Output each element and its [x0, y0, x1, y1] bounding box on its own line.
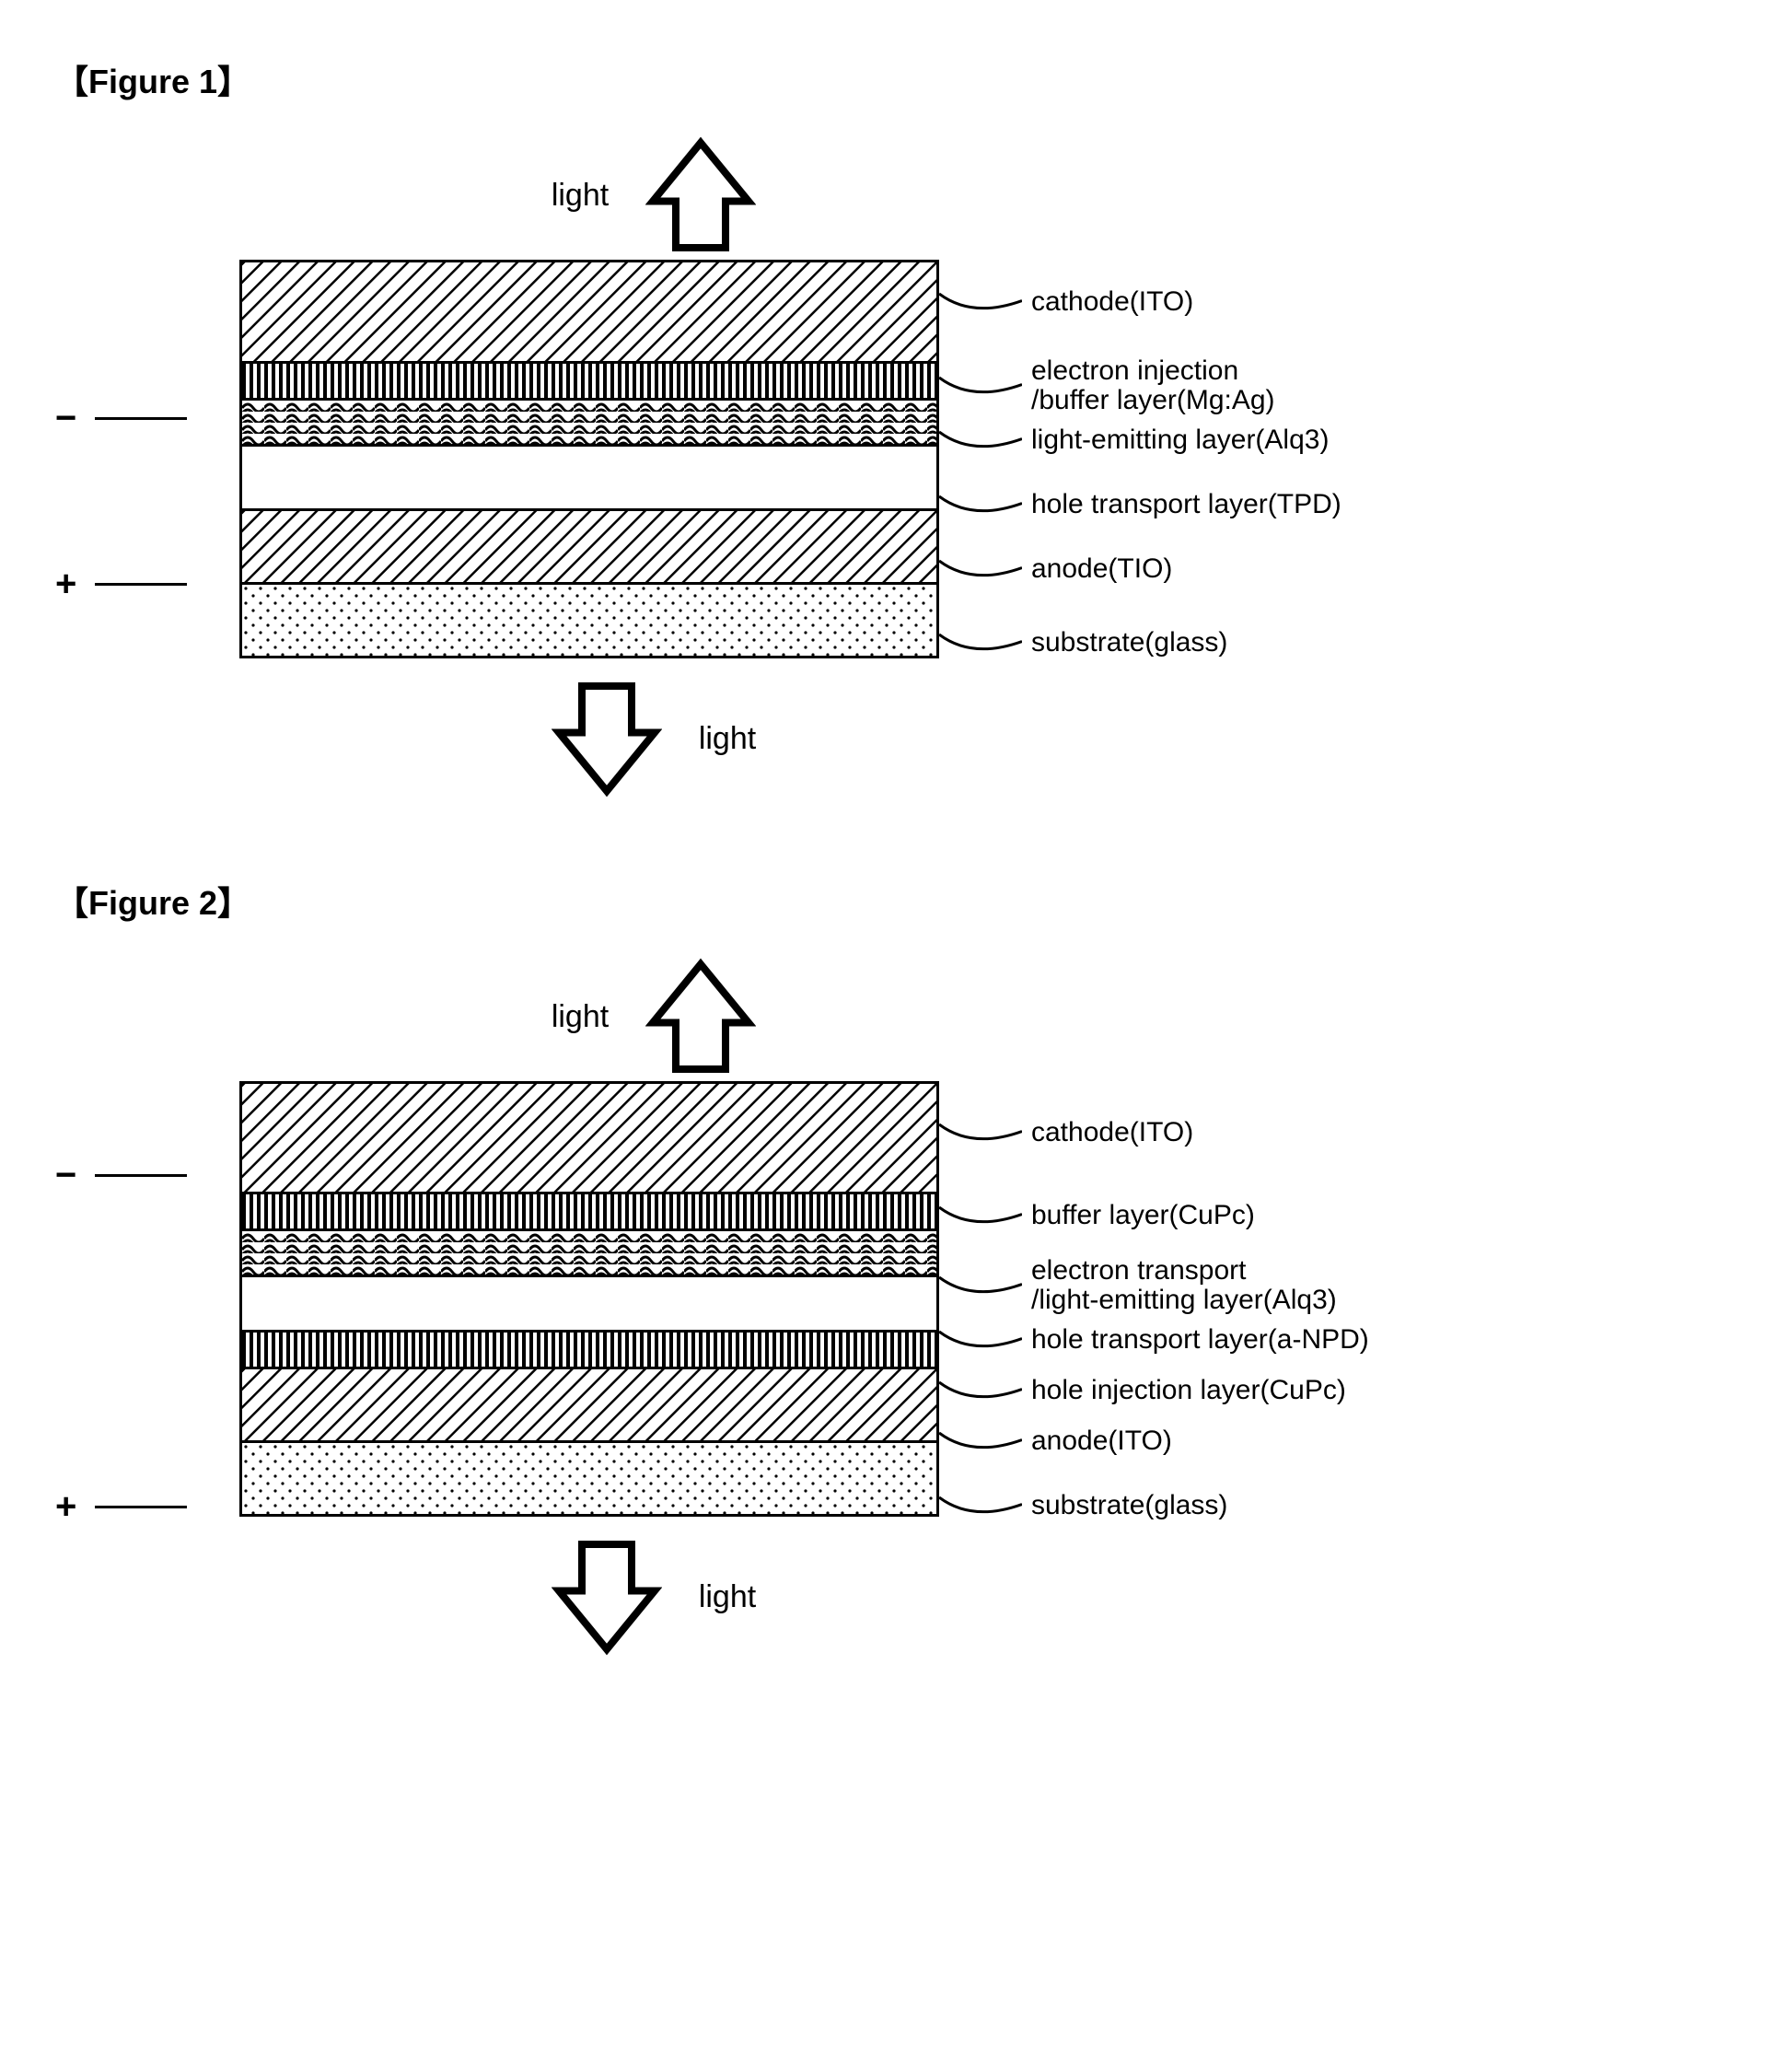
pattern-diag: [242, 1084, 936, 1192]
layer-4: [242, 1333, 936, 1369]
layer-4: [242, 511, 936, 585]
layer-label-3: hole transport layer(TPD): [939, 490, 1341, 519]
light-label-bottom: light: [699, 1579, 756, 1615]
bottom-arrow-row: light: [239, 674, 1068, 803]
layer-label-2: light-emitting layer(Alq3): [939, 425, 1329, 455]
labels-column: cathode(ITO) buffer layer(CuPc) electron t…: [939, 1081, 1676, 1532]
arrow-up-icon: [645, 957, 756, 1077]
polarity-column: −+: [55, 260, 239, 674]
lead-line: [95, 1174, 187, 1177]
minus-symbol: −: [55, 1155, 76, 1196]
layer-5: [242, 585, 936, 658]
label-text: hole injection layer(CuPc): [1031, 1376, 1346, 1405]
polarity-minus: −: [55, 398, 187, 439]
light-label-bottom: light: [699, 721, 756, 757]
layer-2: [242, 401, 936, 447]
layer-label-5: substrate(glass): [939, 628, 1227, 658]
layer-label-3: hole transport layer(a-NPD): [939, 1325, 1369, 1355]
plus-symbol: +: [55, 564, 76, 605]
label-line: /buffer layer(Mg:Ag): [1031, 386, 1275, 415]
layer-label-6: substrate(glass): [939, 1491, 1227, 1520]
lead-line: [95, 583, 187, 586]
top-arrow-row: light: [239, 952, 1068, 1081]
layer-label-5: anode(ITO): [939, 1426, 1172, 1456]
lead-line: [95, 1506, 187, 1508]
layer-0: [242, 262, 936, 364]
stack-row: −+cathode(ITO)electron injection/buffer …: [55, 260, 1713, 674]
layer-label-4: anode(TIO): [939, 554, 1172, 584]
label-text: electron injection/buffer layer(Mg:Ag): [1031, 356, 1275, 414]
layer-1: [242, 1194, 936, 1231]
pattern-vstripe: [242, 1333, 936, 1367]
top-arrow-row: light: [239, 131, 1068, 260]
stack-row: −+cathode(ITO)buffer layer(CuPc)electron…: [55, 1081, 1713, 1532]
label-text: anode(TIO): [1031, 554, 1172, 584]
polarity-plus: +: [55, 564, 187, 605]
labels-column: cathode(ITO) electron injection/buffer la…: [939, 260, 1676, 674]
figure-title: 【Figure 2】: [55, 877, 1713, 925]
layer-label-1: electron injection/buffer layer(Mg:Ag): [939, 356, 1275, 414]
layer-label-0: cathode(ITO): [939, 287, 1193, 317]
pattern-vstripe: [242, 1194, 936, 1228]
pattern-vstripe: [242, 364, 936, 398]
pattern-diag: [242, 262, 936, 361]
label-text: cathode(ITO): [1031, 1118, 1193, 1147]
layer-6: [242, 1443, 936, 1517]
polarity-plus: +: [55, 1486, 187, 1528]
label-line: /light-emitting layer(Alq3): [1031, 1286, 1337, 1315]
layer-1: [242, 364, 936, 401]
layer-stack: [239, 260, 939, 658]
label-text: substrate(glass): [1031, 1491, 1227, 1520]
label-text: electron transport/light-emitting layer(…: [1031, 1256, 1337, 1314]
layer-3: [242, 1277, 936, 1333]
light-label-top: light: [552, 999, 609, 1035]
pattern-dots: [242, 585, 936, 656]
minus-symbol: −: [55, 398, 76, 439]
layer-0: [242, 1084, 936, 1194]
label-text: substrate(glass): [1031, 628, 1227, 658]
layer-label-2: electron transport/light-emitting layer(…: [939, 1256, 1337, 1314]
label-line: electron transport: [1031, 1256, 1337, 1286]
plus-symbol: +: [55, 1486, 76, 1528]
arrow-down-icon: [552, 679, 662, 798]
pattern-diag: [242, 1369, 936, 1440]
layer-label-1: buffer layer(CuPc): [939, 1201, 1255, 1230]
label-text: cathode(ITO): [1031, 287, 1193, 317]
arrow-down-icon: [552, 1537, 662, 1657]
pattern-dots: [242, 1443, 936, 1514]
layer-5: [242, 1369, 936, 1443]
figure-title: 【Figure 1】: [55, 55, 1713, 103]
layer-label-0: cathode(ITO): [939, 1118, 1193, 1147]
polarity-minus: −: [55, 1155, 187, 1196]
label-text: light-emitting layer(Alq3): [1031, 425, 1329, 455]
pattern-wave: [242, 401, 936, 444]
layer-stack: [239, 1081, 939, 1517]
diagram-root: 【Figure 1】light−+cathode(ITO)electron in…: [55, 55, 1722, 1661]
polarity-column: −+: [55, 1081, 239, 1532]
label-text: hole transport layer(TPD): [1031, 490, 1341, 519]
label-text: hole transport layer(a-NPD): [1031, 1325, 1369, 1355]
figure-1: 【Figure 1】light−+cathode(ITO)electron in…: [55, 55, 1713, 803]
arrow-up-icon: [645, 135, 756, 255]
layer-label-4: hole injection layer(CuPc): [939, 1376, 1346, 1405]
pattern-blank: [242, 447, 936, 508]
label-text: buffer layer(CuPc): [1031, 1201, 1255, 1230]
layer-3: [242, 447, 936, 511]
lead-line: [95, 417, 187, 420]
light-label-top: light: [552, 178, 609, 214]
pattern-diag: [242, 511, 936, 582]
layer-2: [242, 1231, 936, 1277]
bottom-arrow-row: light: [239, 1532, 1068, 1661]
pattern-wave: [242, 1231, 936, 1275]
figure-2: 【Figure 2】light−+cathode(ITO)buffer laye…: [55, 877, 1713, 1661]
pattern-blank: [242, 1277, 936, 1330]
label-text: anode(ITO): [1031, 1426, 1172, 1456]
label-line: electron injection: [1031, 356, 1275, 386]
